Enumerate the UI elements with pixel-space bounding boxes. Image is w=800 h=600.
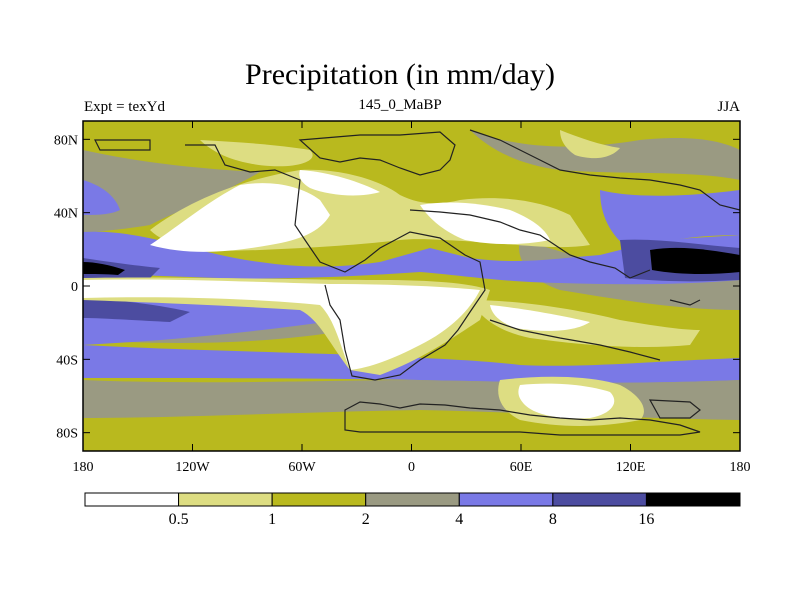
lat-tick-label: 40S	[56, 353, 78, 368]
lon-tick-label: 120E	[616, 460, 646, 475]
colorbar: 0.5 1 2 4 8 16	[84, 492, 741, 528]
colorbar-label: 0.5	[169, 511, 189, 528]
lat-tick-label: 80S	[56, 427, 78, 442]
season-label: JJA	[717, 99, 740, 115]
lat-tick-label: 80N	[54, 133, 78, 148]
colorbar-box	[84, 492, 180, 507]
lat-tick-label: 40N	[54, 207, 78, 222]
continent-outlines	[94, 129, 740, 436]
lon-tick-label: 180	[73, 460, 94, 475]
colorbar-box	[178, 492, 273, 507]
colorbar-box	[271, 492, 367, 507]
precipitation-field	[83, 121, 740, 451]
lon-tick-label: 60W	[288, 460, 316, 475]
time-label: 145_0_MaBP	[358, 97, 442, 113]
latitude-axis: 80N 40N 0 40S 80S	[54, 133, 78, 441]
colorbar-label: 1	[268, 511, 276, 528]
axis-ticks	[82, 121, 741, 451]
colorbar-label: 4	[455, 511, 463, 528]
lon-tick-label: 120W	[175, 460, 210, 475]
colorbar-label: 2	[362, 511, 370, 528]
map-title: Precipitation (in mm/day)	[245, 58, 555, 91]
colorbar-box	[645, 492, 741, 507]
colorbar-label: 16	[638, 511, 654, 528]
colorbar-label: 8	[549, 511, 557, 528]
lon-tick-label: 0	[408, 460, 415, 475]
colorbar-box	[365, 492, 460, 507]
lon-tick-label: 60E	[510, 460, 533, 475]
experiment-label: Expt = texYd	[84, 99, 165, 115]
colorbar-box	[552, 492, 647, 507]
lon-tick-label: 180	[730, 460, 751, 475]
lat-tick-label: 0	[71, 280, 78, 295]
colorbar-box	[458, 492, 554, 507]
longitude-axis: 180 120W 60W 0 60E 120E 180	[73, 460, 751, 475]
